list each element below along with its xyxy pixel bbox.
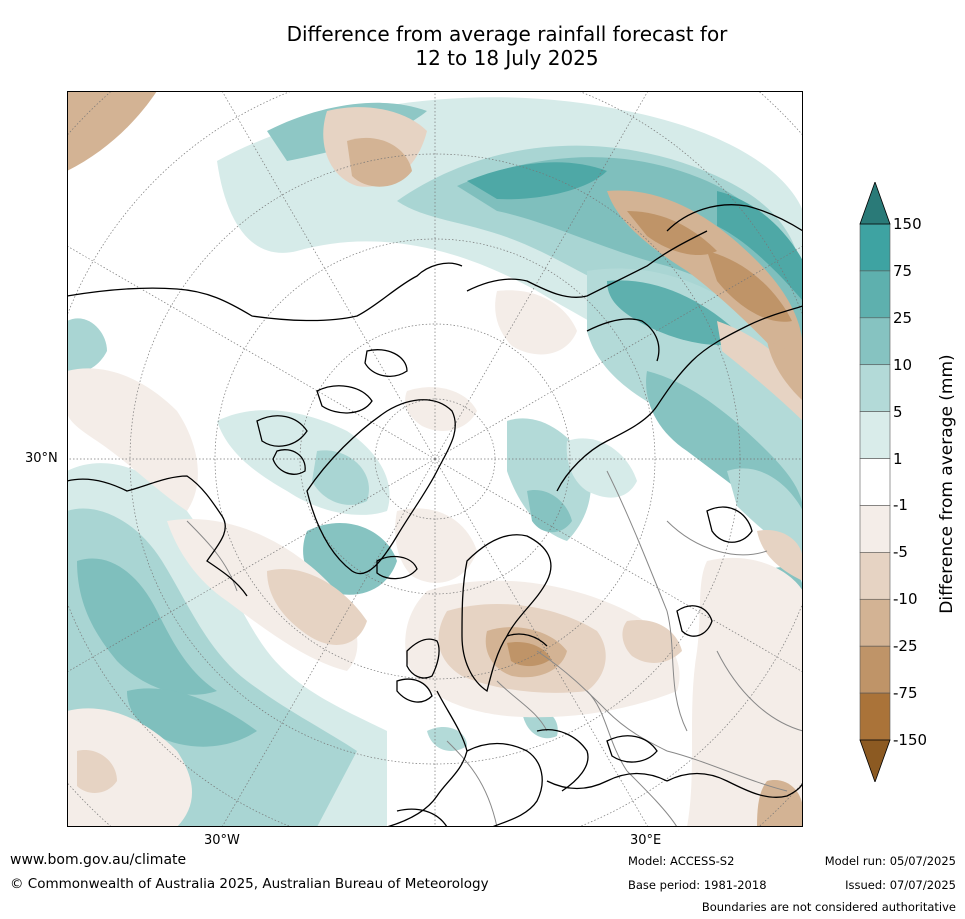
colorbar (859, 182, 891, 782)
colorbar-cell (859, 270, 891, 319)
colorbar-extend-bottom (859, 739, 891, 782)
footer-base-period: Base period: 1981-2018 (628, 878, 767, 892)
title-line-1: Difference from average rainfall forecas… (286, 22, 728, 46)
colorbar-cell (859, 692, 891, 741)
colorbar-extend-top (859, 182, 891, 225)
colorbar-cell (859, 364, 891, 412)
colorbar-cell (859, 505, 891, 553)
coastlines (67, 204, 803, 827)
lon-30w-label: 30°W (204, 833, 240, 848)
colorbar-cell (859, 598, 891, 647)
colorbar-tick-label: -10 (893, 590, 918, 609)
colorbar-tick-label: 1 (893, 449, 903, 468)
colorbar-tick-label: -150 (893, 731, 928, 749)
title-line-2: 12 to 18 July 2025 (415, 46, 599, 70)
colorbar-cell (859, 645, 891, 694)
footer-model-run: Model run: 05/07/2025 (824, 854, 956, 868)
map-title: Difference from average rainfall forecas… (0, 22, 965, 70)
colorbar-tick-label: -75 (893, 684, 918, 703)
colorbar-tick-label: -1 (893, 496, 908, 515)
country-borders (186, 470, 803, 827)
colorbar-tick-label: 5 (893, 402, 903, 421)
rainfall-anomaly-map (67, 91, 803, 827)
colorbar-tick-label: 150 (893, 215, 922, 233)
footer-copyright: © Commonwealth of Australia 2025, Austra… (10, 876, 489, 892)
colorbar-cell (859, 458, 891, 506)
colorbar-cell (859, 552, 891, 600)
colorbar-tick-label: 25 (893, 308, 913, 327)
colorbar-tick-label: 75 (893, 261, 913, 280)
map-frame (67, 91, 803, 827)
graticule (67, 91, 803, 827)
colorbar-tick-label: -5 (893, 543, 908, 562)
colorbar-label: Difference from average (mm) (937, 354, 957, 614)
lon-30e-label: 30°E (630, 833, 662, 848)
colorbar-cell (859, 317, 891, 366)
colorbar-tick-label: 10 (893, 355, 913, 374)
lat-30n-label: 30°N (25, 451, 58, 466)
colorbar-cell (859, 411, 891, 459)
footer-disclaimer: Boundaries are not considered authoritat… (701, 900, 956, 914)
colorbar-cells (859, 223, 891, 741)
colorbar-cell (859, 223, 891, 272)
footer-issued: Issued: 07/07/2025 (845, 878, 956, 892)
dry-anomaly-shading (67, 91, 803, 827)
footer-model: Model: ACCESS-S2 (628, 854, 735, 868)
footer-url[interactable]: www.bom.gov.au/climate (10, 852, 187, 868)
colorbar-tick-label: -25 (893, 637, 918, 656)
